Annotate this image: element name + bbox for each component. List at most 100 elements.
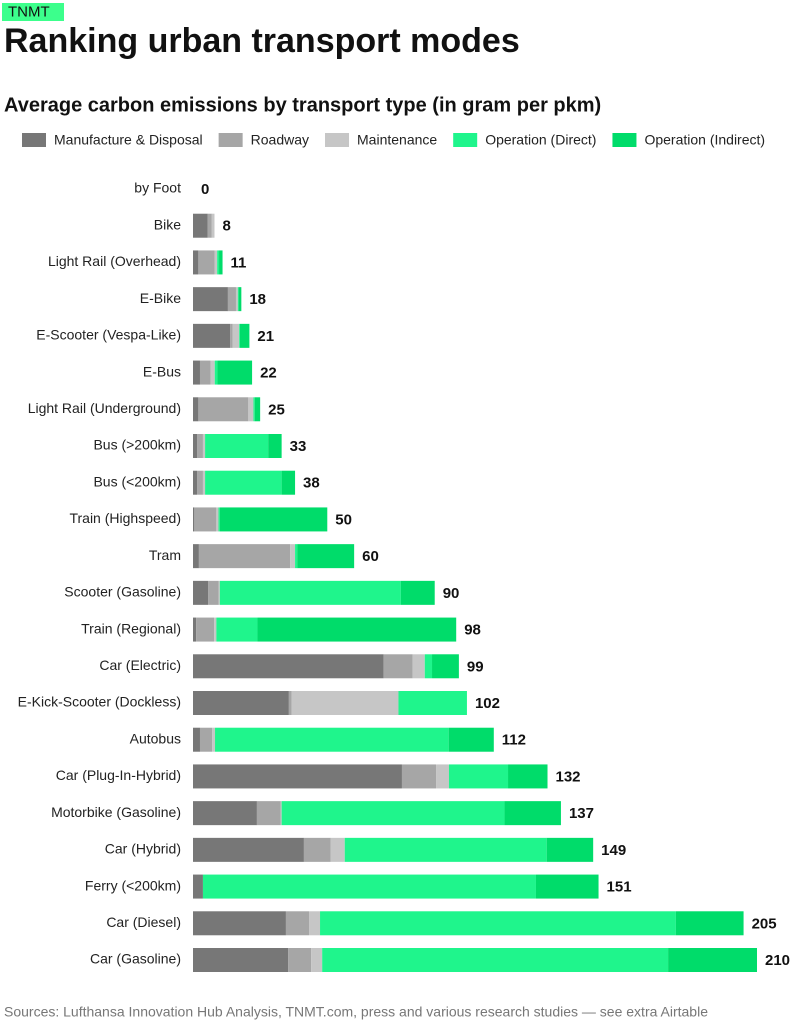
- brand-badge: [2, 3, 64, 21]
- bar-segment: [256, 801, 281, 826]
- total-label: 18: [249, 291, 266, 308]
- total-label: 112: [502, 732, 526, 749]
- bar-segment: [193, 434, 198, 458]
- bar-segment: [268, 434, 282, 458]
- chart-title: Ranking urban transport modes: [4, 22, 520, 60]
- total-label: 33: [290, 438, 307, 455]
- bar-segment: [240, 323, 250, 348]
- bar-segment: [303, 837, 331, 862]
- category-label: Light Rail (Overhead): [48, 253, 181, 269]
- category-label: E-Bus: [143, 363, 181, 379]
- bar-segment: [285, 911, 310, 936]
- category-label: Autobus: [130, 730, 181, 746]
- total-label: 98: [464, 622, 481, 639]
- total-label: 137: [569, 805, 594, 822]
- bar-segment: [197, 434, 203, 458]
- total-label: 8: [222, 218, 230, 235]
- category-label: Bus (<200km): [93, 473, 181, 489]
- total-label: 151: [607, 879, 632, 896]
- bar-segment: [197, 470, 203, 495]
- legend-label: Roadway: [251, 132, 309, 148]
- total-label: 132: [556, 768, 581, 785]
- category-label: E-Scooter (Vespa-Like): [36, 327, 181, 343]
- bar-segment: [199, 360, 211, 385]
- bar-segment: [281, 470, 296, 495]
- bar-segment: [232, 323, 240, 348]
- category-label: Bike: [154, 216, 181, 232]
- bar-segment: [448, 727, 494, 752]
- total-label: 50: [335, 511, 352, 528]
- bar-segment: [193, 287, 228, 312]
- bar-segment: [202, 874, 536, 899]
- bar-segment: [535, 874, 599, 899]
- bar-segment: [193, 507, 195, 532]
- bar-segment: [194, 507, 217, 532]
- bar-segment: [253, 397, 255, 422]
- bar-segment: [668, 948, 757, 972]
- category-label: Train (Regional): [81, 620, 181, 636]
- bar-segment: [214, 250, 218, 275]
- bar-segment: [198, 397, 249, 422]
- bar-segment: [199, 727, 213, 752]
- category-label: by Foot: [134, 180, 181, 196]
- category-label: Car (Electric): [99, 657, 181, 673]
- bar-segment: [215, 727, 449, 752]
- total-label: 25: [268, 401, 285, 418]
- bar-segment: [193, 948, 289, 972]
- bar-segment: [383, 654, 413, 679]
- bar-segment: [216, 617, 258, 642]
- bar-segment: [288, 691, 292, 715]
- category-label: Ferry (<200km): [85, 877, 181, 893]
- total-label: 11: [231, 254, 247, 271]
- total-label: 0: [201, 181, 209, 198]
- total-label: 210: [765, 952, 790, 969]
- bar-segment: [288, 948, 312, 972]
- total-label: 205: [752, 915, 777, 932]
- category-label: Motorbike (Gasoline): [51, 804, 181, 820]
- bar-segment: [207, 213, 212, 238]
- bar-segment: [202, 470, 206, 495]
- bar-segment: [546, 837, 594, 862]
- legend-swatch: [218, 133, 243, 147]
- category-label: E-Kick-Scooter (Dockless): [18, 694, 181, 710]
- bar-segment: [193, 250, 199, 275]
- category-label: Car (Diesel): [106, 914, 181, 930]
- bar-segment: [211, 213, 215, 238]
- bar-segment: [193, 617, 197, 642]
- bar-segment: [448, 764, 509, 789]
- legend-swatch: [453, 133, 478, 147]
- bar-segment: [398, 691, 467, 715]
- bar-segment: [504, 801, 561, 826]
- bar-segment: [311, 948, 323, 972]
- bar-segment: [217, 250, 220, 275]
- category-label: Train (Highspeed): [69, 510, 181, 526]
- bar-segment: [212, 727, 216, 752]
- bar-segment: [297, 544, 355, 569]
- bar-segment: [193, 727, 200, 752]
- category-label: Light Rail (Underground): [28, 400, 181, 416]
- legend-label: Operation (Indirect): [644, 132, 765, 148]
- total-label: 60: [362, 548, 379, 565]
- bar-segment: [432, 654, 459, 679]
- bar-segment: [214, 360, 218, 385]
- bar-segment: [210, 360, 215, 385]
- bar-segment: [205, 434, 269, 458]
- bar-segment: [436, 764, 449, 789]
- bar-segment: [219, 507, 328, 532]
- bar-segment: [424, 654, 433, 679]
- bar-segment: [508, 764, 548, 789]
- bar-segment: [193, 544, 199, 569]
- bar-segment: [290, 544, 296, 569]
- legend-swatch: [325, 133, 350, 147]
- chart-subtitle: Average carbon emissions by transport ty…: [4, 94, 601, 116]
- bar-segment: [322, 948, 669, 972]
- total-label: 99: [467, 658, 484, 675]
- category-label: E-Bike: [140, 290, 181, 306]
- legend-swatch: [612, 133, 637, 147]
- category-label: Tram: [149, 547, 181, 563]
- bar-segment: [193, 764, 402, 789]
- bar-segment: [344, 837, 547, 862]
- bar-segment: [193, 213, 208, 238]
- bar-segment: [675, 911, 744, 936]
- legend-label: Manufacture & Disposal: [54, 132, 203, 148]
